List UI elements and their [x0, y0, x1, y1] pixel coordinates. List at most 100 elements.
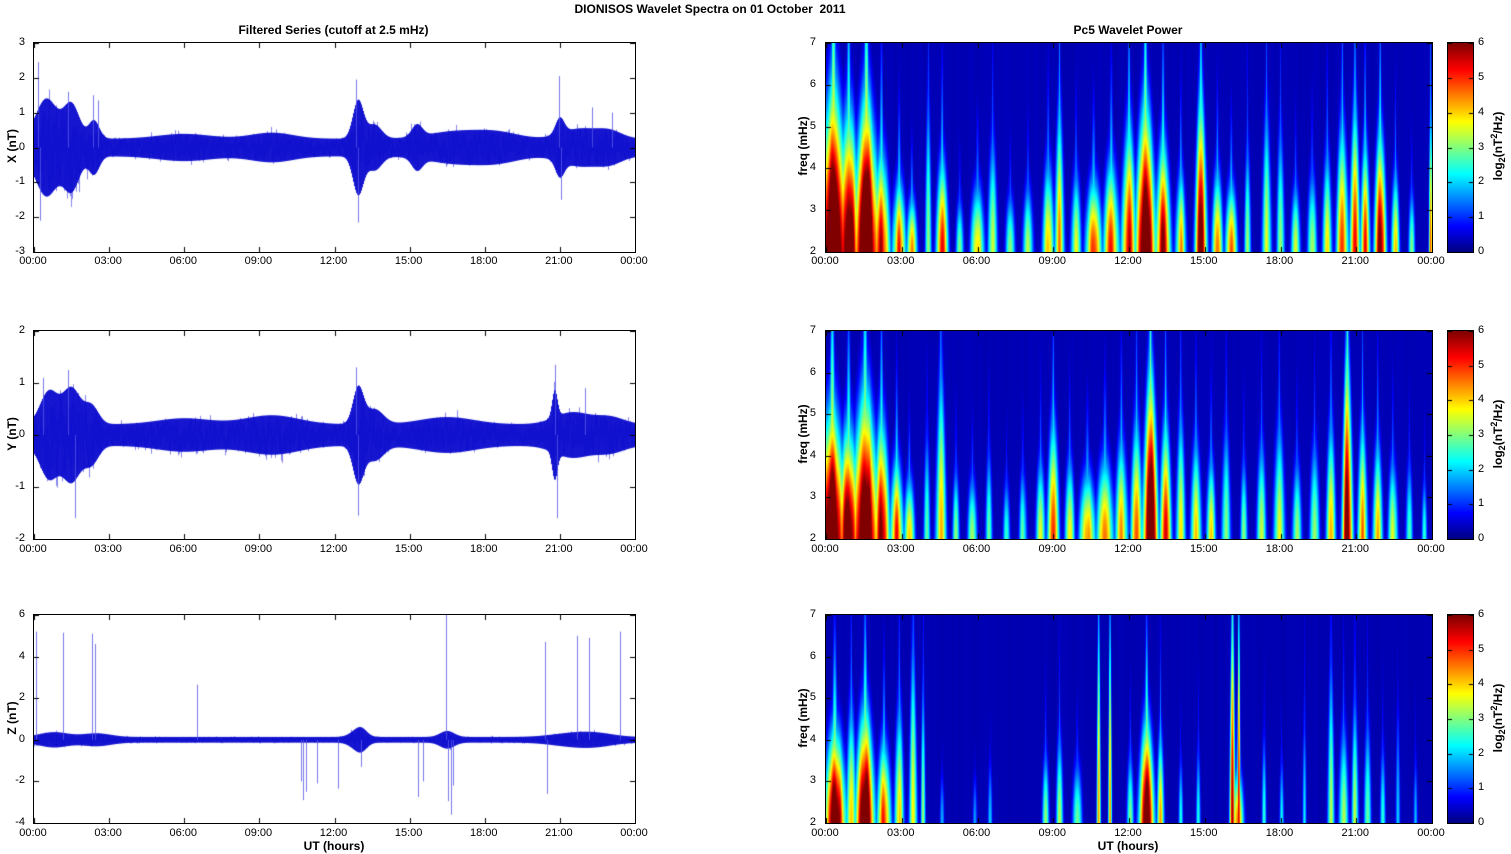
x-tick-labels: 00:00 03:00 06:00 09:00 12:00 15:00 18:00 21:00… [811, 255, 1445, 269]
tick-label: 5 [1478, 70, 1485, 83]
tick-label: 3 [1478, 140, 1485, 153]
tick-label: 2 [1478, 462, 1485, 475]
tick-label: 6 [1478, 608, 1485, 620]
y-tick-labels: 2 1 0 -1 -2 [0, 324, 29, 544]
colorbar-label-sub: 2 [1497, 157, 1508, 163]
tick-label: 09:00 [244, 827, 273, 839]
colorbar-label-text: /Hz) [1490, 111, 1505, 134]
tick-label: 0 [1478, 532, 1485, 544]
tick-label: 3 [18, 36, 25, 48]
tick-label: 6 [809, 365, 816, 378]
tick-label: 5 [809, 691, 816, 704]
tick-label: 2 [809, 245, 816, 257]
tick-label: 09:00 [244, 255, 273, 267]
tick-label: 00:00 [811, 827, 839, 839]
tick-label: 4 [18, 649, 25, 662]
tick-label: 12:00 [319, 827, 348, 839]
colorbar-label: log2(nT2/Hz) [1489, 400, 1507, 469]
x-tick-labels: 00:00 03:00 06:00 09:00 12:00 15:00 18:00 21:00… [19, 255, 648, 269]
tick-label: 2 [809, 816, 816, 828]
y-tick-labels: 7 6 5 4 3 2 [795, 324, 820, 544]
tick-label: 1 [1478, 781, 1485, 794]
timeseries-canvas-z [34, 615, 635, 823]
tick-label: 00:00 [19, 543, 47, 555]
tick-label: 0 [1478, 816, 1485, 828]
tick-label: 4 [809, 161, 816, 174]
tick-label: 6 [18, 608, 25, 620]
x-axis-label-left: UT (hours) [303, 839, 365, 853]
tick-label: 15:00 [1189, 543, 1218, 555]
tick-label: 18:00 [469, 543, 498, 555]
tick-label: 6 [809, 649, 816, 662]
colorbar-canvas [1448, 331, 1473, 539]
spectrogram-canvas-x [826, 43, 1432, 252]
tick-label: 2 [809, 532, 816, 544]
colorbar-z [1447, 614, 1474, 824]
tick-label: 15:00 [394, 827, 423, 839]
colorbar-label-text: log [1490, 734, 1505, 753]
colorbar-label-sup: 2 [1488, 705, 1499, 711]
tick-label: 7 [809, 36, 816, 48]
tick-label: 12:00 [1114, 255, 1142, 267]
figure-title: DIONISOS Wavelet Spectra on 01 October 2… [574, 2, 846, 16]
timeseries-canvas-y [34, 331, 635, 539]
tick-label: 12:00 [1114, 827, 1142, 839]
tick-label: 21:00 [1341, 543, 1370, 555]
tick-label: 5 [1478, 642, 1485, 655]
colorbar-label-text: (nT [1490, 426, 1505, 446]
tick-label: 0 [1478, 245, 1485, 257]
colorbar-label-text: /Hz) [1490, 399, 1505, 422]
tick-label: 21:00 [545, 255, 573, 267]
colorbar-label-text: log [1490, 450, 1505, 469]
tick-label: 1 [1478, 210, 1485, 223]
tick-label: 6 [809, 77, 816, 90]
tick-label: 6 [1478, 36, 1485, 48]
tick-label: 03:00 [94, 255, 122, 267]
tick-label: 0 [18, 140, 25, 153]
tick-label: 06:00 [962, 543, 991, 555]
tick-label: 3 [1478, 712, 1485, 724]
tick-label: 4 [809, 448, 816, 461]
colorbar-label-text: (nT [1490, 710, 1505, 730]
tick-label: 06:00 [169, 827, 198, 839]
tick-label: 18:00 [469, 255, 498, 267]
tick-label: 3 [809, 490, 816, 503]
tick-label: -3 [15, 245, 25, 257]
tick-label: 00:00 [811, 543, 839, 555]
tick-label: -2 [15, 210, 25, 223]
tick-label: -4 [15, 816, 25, 828]
tick-label: 0 [18, 428, 25, 440]
tick-label: 6 [1478, 324, 1485, 336]
tick-label: 00:00 [620, 255, 648, 267]
tick-label: 06:00 [962, 255, 991, 267]
tick-label: 2 [18, 691, 25, 704]
tick-label: 12:00 [1114, 543, 1142, 555]
tick-label: 21:00 [545, 827, 573, 839]
timeseries-plot-y [33, 330, 636, 540]
tick-label: 1 [1478, 497, 1485, 510]
tick-label: 5 [809, 407, 816, 420]
y-tick-labels: 7 6 5 4 3 2 [795, 608, 820, 828]
tick-label: 03:00 [886, 543, 915, 555]
tick-label: 15:00 [1189, 255, 1218, 267]
tick-label: 21:00 [545, 543, 573, 555]
tick-label: 00:00 [1417, 827, 1445, 839]
colorbar-x [1447, 42, 1474, 253]
tick-label: 18:00 [1265, 255, 1294, 267]
tick-label: 12:00 [319, 543, 348, 555]
tick-label: 18:00 [469, 827, 498, 839]
tick-label: -2 [15, 774, 25, 787]
spectrogram-plot-x [825, 42, 1433, 253]
tick-label: 09:00 [1038, 543, 1067, 555]
tick-label: 00:00 [19, 255, 47, 267]
tick-label: 4 [1478, 105, 1485, 118]
spectrogram-canvas-z [826, 615, 1432, 823]
colorbar-label: log2(nT2/Hz) [1489, 684, 1507, 753]
colorbar-label-sub: 2 [1497, 729, 1508, 735]
spectrogram-plot-y [825, 330, 1433, 540]
colorbar-label-sup: 2 [1488, 133, 1499, 139]
right-column-title: Pc5 Wavelet Power [1073, 23, 1183, 37]
